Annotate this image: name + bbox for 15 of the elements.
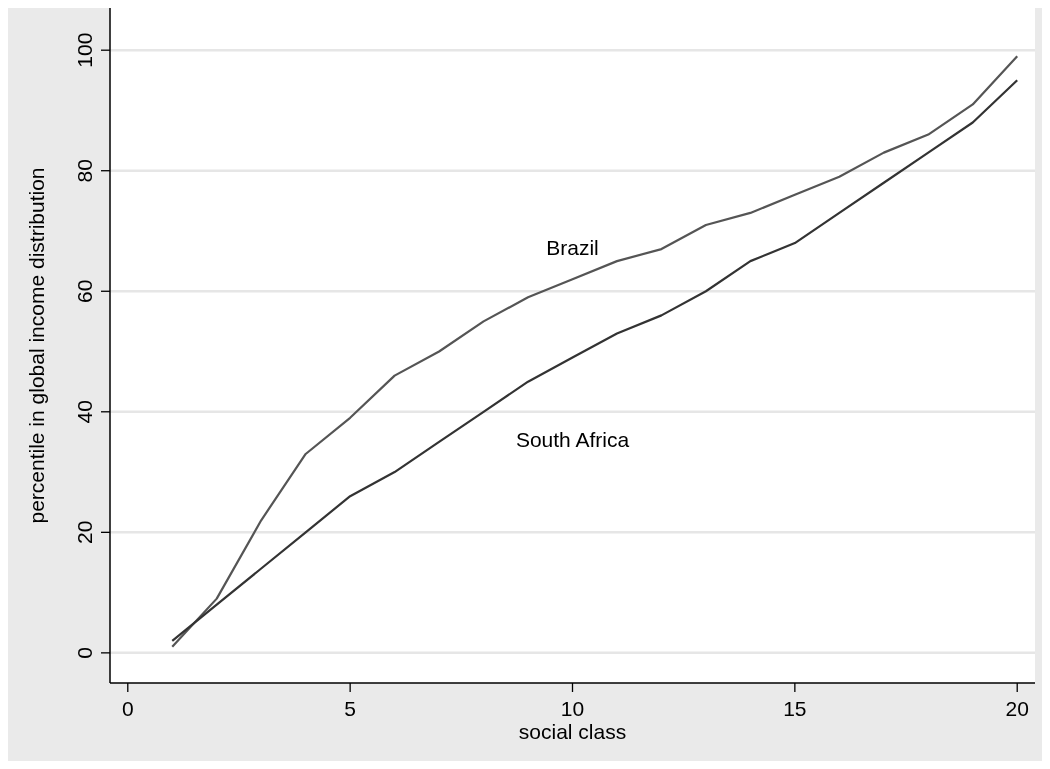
- series-label: South Africa: [515, 428, 630, 452]
- x-tick-label: 15: [783, 697, 807, 720]
- series-label: Brazil: [546, 235, 599, 259]
- x-tick-label: 10: [560, 697, 585, 720]
- y-tick-label: 20: [73, 520, 96, 545]
- y-tick-label: 0: [73, 647, 96, 659]
- x-axis-title: social class: [518, 720, 627, 743]
- x-tick-label: 5: [344, 697, 356, 720]
- y-axis-title: percentile in global income distribution: [25, 167, 48, 524]
- y-tick-label: 80: [73, 159, 96, 183]
- y-tick-label: 100: [73, 32, 96, 68]
- y-tick-label: 40: [73, 400, 96, 424]
- y-tick-label: 60: [73, 279, 96, 303]
- x-tick-label: 20: [1005, 697, 1029, 720]
- x-tick-label: 0: [121, 697, 134, 720]
